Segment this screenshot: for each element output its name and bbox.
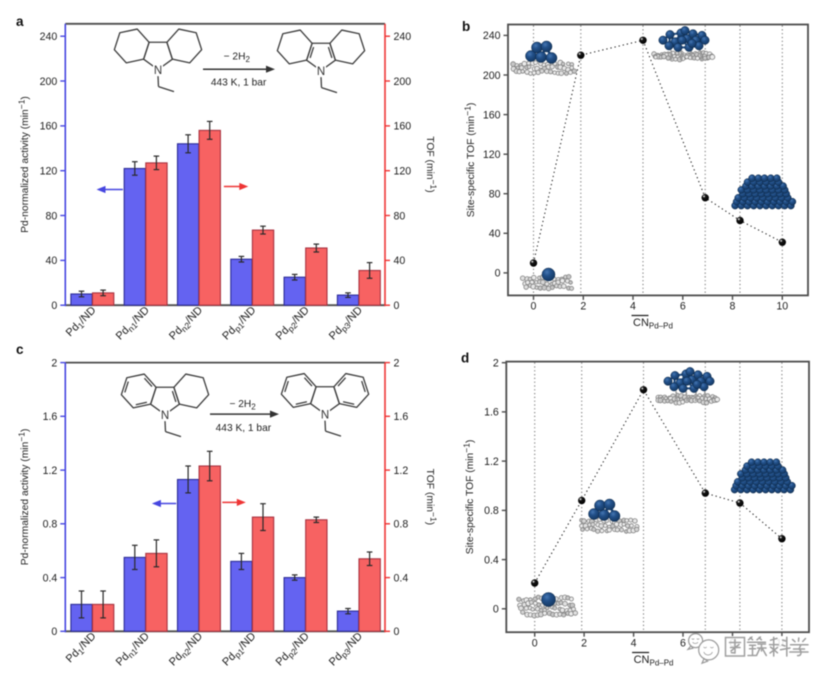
svg-text:240: 240 [394, 31, 412, 43]
svg-text:N: N [321, 410, 329, 422]
svg-text:0: 0 [531, 301, 537, 313]
svg-text:1.2: 1.2 [484, 456, 499, 468]
svg-text:4: 4 [631, 638, 637, 650]
svg-text:0: 0 [51, 300, 57, 312]
svg-text:0: 0 [495, 268, 501, 280]
svg-text:160: 160 [483, 109, 501, 121]
svg-text:0: 0 [394, 626, 400, 638]
svg-text:443 K, 1 bar: 443 K, 1 bar [216, 423, 272, 434]
svg-text:200: 200 [483, 70, 501, 82]
svg-text:1.6: 1.6 [484, 407, 499, 419]
svg-text:0.8: 0.8 [484, 505, 499, 517]
svg-text:1.6: 1.6 [394, 411, 409, 423]
svg-text:4: 4 [630, 301, 636, 313]
svg-text:80: 80 [46, 210, 58, 222]
svg-text:d: d [461, 351, 469, 366]
svg-text:N: N [161, 410, 169, 422]
svg-text:40: 40 [46, 255, 58, 267]
svg-text:0: 0 [493, 604, 499, 616]
svg-text:120: 120 [40, 166, 58, 178]
svg-text:c: c [16, 342, 24, 357]
svg-text:120: 120 [394, 166, 412, 178]
svg-text:160: 160 [394, 121, 412, 133]
svg-text:443 K, 1 bar: 443 K, 1 bar [211, 78, 267, 89]
svg-text:0.8: 0.8 [394, 519, 409, 531]
svg-text:0.4: 0.4 [394, 572, 409, 584]
svg-text:80: 80 [489, 189, 501, 201]
svg-text:6: 6 [680, 638, 686, 650]
svg-text:2: 2 [493, 358, 499, 370]
svg-text:b: b [462, 19, 470, 34]
svg-text:40: 40 [394, 255, 406, 267]
svg-text:2: 2 [394, 357, 400, 369]
svg-text:0.4: 0.4 [484, 554, 499, 566]
svg-text:10: 10 [776, 301, 788, 313]
svg-text:N: N [154, 65, 162, 77]
svg-text:80: 80 [394, 210, 406, 222]
svg-text:6: 6 [680, 301, 686, 313]
svg-text:2: 2 [51, 357, 57, 369]
svg-text:0: 0 [532, 638, 538, 650]
svg-text:160: 160 [40, 121, 58, 133]
svg-text:200: 200 [40, 76, 58, 88]
svg-text:2: 2 [581, 638, 587, 650]
svg-text:8: 8 [730, 301, 736, 313]
svg-text:1.2: 1.2 [394, 465, 409, 477]
svg-text:0: 0 [51, 626, 57, 638]
svg-text:40: 40 [489, 228, 501, 240]
svg-text:240: 240 [483, 30, 501, 42]
svg-text:0.4: 0.4 [43, 572, 58, 584]
svg-text:1.6: 1.6 [43, 411, 58, 423]
svg-text:120: 120 [483, 149, 501, 161]
svg-text:N: N [317, 66, 325, 78]
svg-text:240: 240 [40, 31, 58, 43]
svg-text:1.2: 1.2 [43, 465, 58, 477]
svg-text:2: 2 [580, 301, 586, 313]
svg-text:a: a [16, 14, 24, 29]
svg-text:0: 0 [394, 300, 400, 312]
svg-text:0.8: 0.8 [43, 519, 58, 531]
svg-text:200: 200 [394, 76, 412, 88]
